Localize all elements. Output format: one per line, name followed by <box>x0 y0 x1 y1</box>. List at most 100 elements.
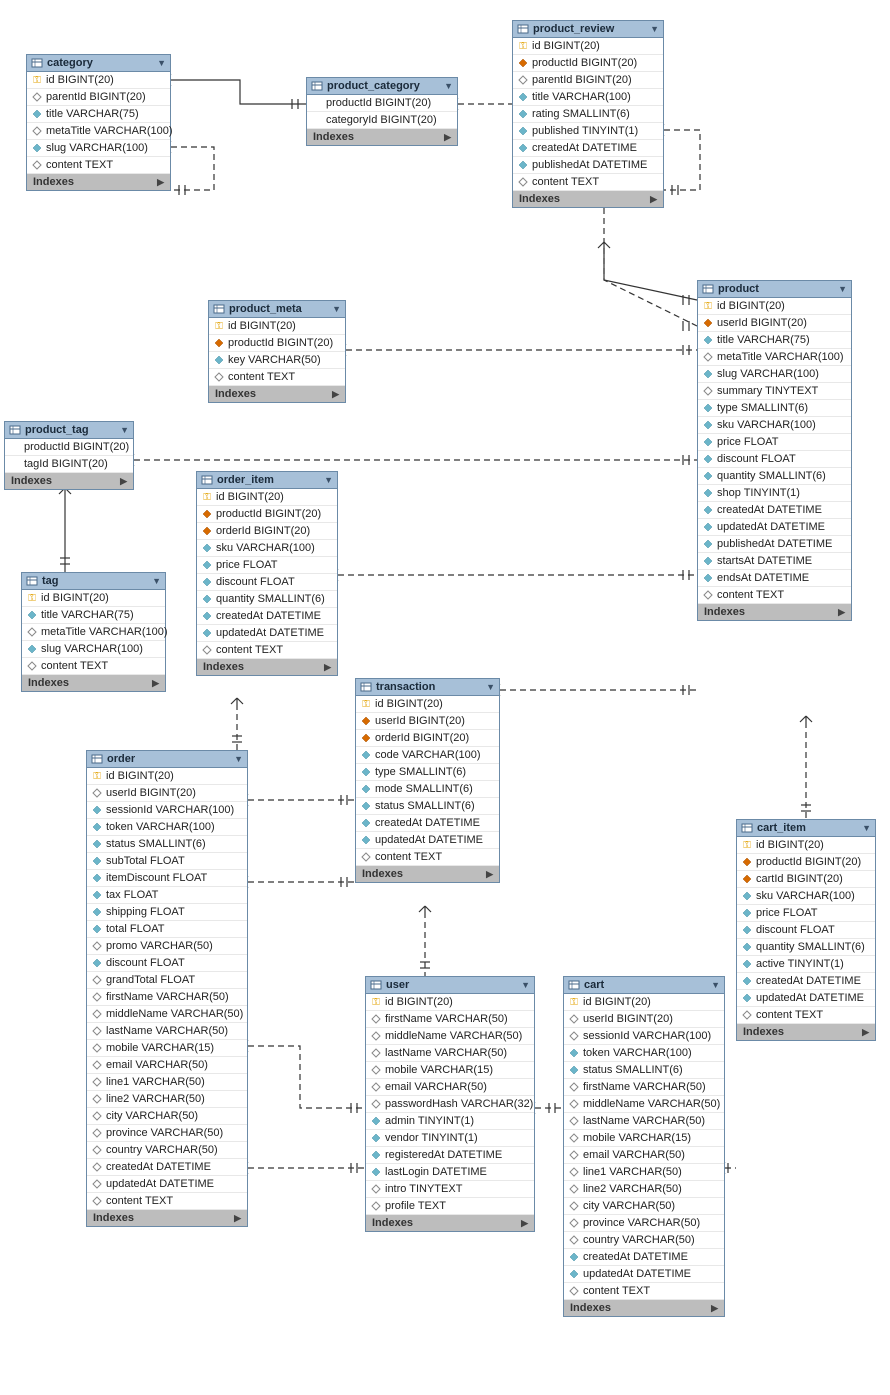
column-type-icon <box>91 872 103 884</box>
column-label: createdAt DATETIME <box>717 504 822 516</box>
column-type-icon: ⚿ <box>26 592 38 604</box>
column-type-icon <box>370 1166 382 1178</box>
column-row: parentId BIGINT(20) <box>513 72 663 89</box>
column-label: code VARCHAR(100) <box>375 749 481 761</box>
column-type-icon <box>91 1110 103 1122</box>
column-type-icon <box>517 74 529 86</box>
column-row: orderId BIGINT(20) <box>356 730 499 747</box>
indexes-label: Indexes <box>362 868 403 880</box>
table-title: order <box>107 753 135 765</box>
column-type-icon <box>91 838 103 850</box>
column-type-icon <box>702 538 714 550</box>
column-label: active TINYINT(1) <box>756 958 844 970</box>
column-row: ⚿id BIGINT(20) <box>564 994 724 1011</box>
column-type-icon <box>741 992 753 1004</box>
column-type-icon <box>568 1047 580 1059</box>
column-label: token VARCHAR(100) <box>583 1047 692 1059</box>
column-label: province VARCHAR(50) <box>106 1127 223 1139</box>
column-label: price FLOAT <box>216 559 278 571</box>
column-row: createdAt DATETIME <box>698 502 851 519</box>
column-type-icon <box>702 555 714 567</box>
column-row: province VARCHAR(50) <box>87 1125 247 1142</box>
column-label: firstName VARCHAR(50) <box>583 1081 706 1093</box>
indexes-label: Indexes <box>215 388 256 400</box>
column-row: mobile VARCHAR(15) <box>87 1040 247 1057</box>
column-row: itemDiscount FLOAT <box>87 870 247 887</box>
column-type-icon <box>201 593 213 605</box>
table-icon <box>31 57 43 69</box>
column-label: metaTitle VARCHAR(100) <box>46 125 173 137</box>
table-icon <box>360 681 372 693</box>
table-title: product_tag <box>25 424 89 436</box>
column-type-icon <box>702 453 714 465</box>
column-label: lastLogin DATETIME <box>385 1166 487 1178</box>
column-row: createdAt DATETIME <box>197 608 337 625</box>
column-row: shop TINYINT(1) <box>698 485 851 502</box>
table-header: transaction▼ <box>356 679 499 696</box>
column-row: passwordHash VARCHAR(32) <box>366 1096 534 1113</box>
column-label: registeredAt DATETIME <box>385 1149 502 1161</box>
column-type-icon <box>517 176 529 188</box>
table-cart: cart▼⚿id BIGINT(20)userId BIGINT(20)sess… <box>563 976 725 1317</box>
column-row: productId BIGINT(20) <box>197 506 337 523</box>
column-type-icon <box>91 889 103 901</box>
column-label: sessionId VARCHAR(100) <box>106 804 234 816</box>
indexes-footer: Indexes▶ <box>209 386 345 402</box>
table-product_meta: product_meta▼⚿id BIGINT(20)productId BIG… <box>208 300 346 403</box>
column-type-icon <box>741 1009 753 1021</box>
column-row: createdAt DATETIME <box>87 1159 247 1176</box>
indexes-label: Indexes <box>93 1212 134 1224</box>
column-row: updatedAt DATETIME <box>87 1176 247 1193</box>
column-type-icon: ⚿ <box>741 839 753 851</box>
indexes-footer: Indexes▶ <box>307 129 457 145</box>
table-title: category <box>47 57 93 69</box>
column-row: ⚿id BIGINT(20) <box>513 38 663 55</box>
column-label: tax FLOAT <box>106 889 158 901</box>
column-type-icon <box>360 749 372 761</box>
table-header: order_item▼ <box>197 472 337 489</box>
table-header: product_review▼ <box>513 21 663 38</box>
column-label: price FLOAT <box>756 907 818 919</box>
column-row: userId BIGINT(20) <box>87 785 247 802</box>
table-title: cart_item <box>757 822 806 834</box>
column-row: userId BIGINT(20) <box>564 1011 724 1028</box>
column-label: content TEXT <box>583 1285 650 1297</box>
column-type-icon <box>91 1178 103 1190</box>
table-title: order_item <box>217 474 274 486</box>
column-label: productId BIGINT(20) <box>228 337 333 349</box>
column-label: sessionId VARCHAR(100) <box>583 1030 711 1042</box>
column-type-icon <box>568 1234 580 1246</box>
column-type-icon <box>213 337 225 349</box>
collapse-icon: ▼ <box>838 284 847 294</box>
column-label: userId BIGINT(20) <box>106 787 196 799</box>
table-icon <box>741 822 753 834</box>
collapse-icon: ▼ <box>650 24 659 34</box>
column-label: id BIGINT(20) <box>583 996 651 1008</box>
column-type-icon <box>702 351 714 363</box>
expand-icon: ▶ <box>324 662 331 673</box>
column-row: ⚿id BIGINT(20) <box>698 298 851 315</box>
column-row: sessionId VARCHAR(100) <box>87 802 247 819</box>
column-label: createdAt DATETIME <box>375 817 480 829</box>
column-row: content TEXT <box>209 369 345 386</box>
column-label: lastName VARCHAR(50) <box>106 1025 228 1037</box>
column-row: price FLOAT <box>197 557 337 574</box>
column-label: itemDiscount FLOAT <box>106 872 207 884</box>
column-row: line2 VARCHAR(50) <box>564 1181 724 1198</box>
column-label: updatedAt DATETIME <box>583 1268 691 1280</box>
column-label: title VARCHAR(75) <box>46 108 139 120</box>
indexes-footer: Indexes▶ <box>87 1210 247 1226</box>
column-label: createdAt DATETIME <box>756 975 861 987</box>
column-label: profile TEXT <box>385 1200 446 1212</box>
column-type-icon <box>568 1200 580 1212</box>
column-row: grandTotal FLOAT <box>87 972 247 989</box>
column-row: country VARCHAR(50) <box>564 1232 724 1249</box>
column-type-icon <box>568 1098 580 1110</box>
column-row: createdAt DATETIME <box>356 815 499 832</box>
column-row: content TEXT <box>356 849 499 866</box>
column-row: rating SMALLINT(6) <box>513 106 663 123</box>
column-row: startsAt DATETIME <box>698 553 851 570</box>
column-type-icon <box>568 1217 580 1229</box>
column-type-icon <box>741 890 753 902</box>
column-row: metaTitle VARCHAR(100) <box>22 624 165 641</box>
